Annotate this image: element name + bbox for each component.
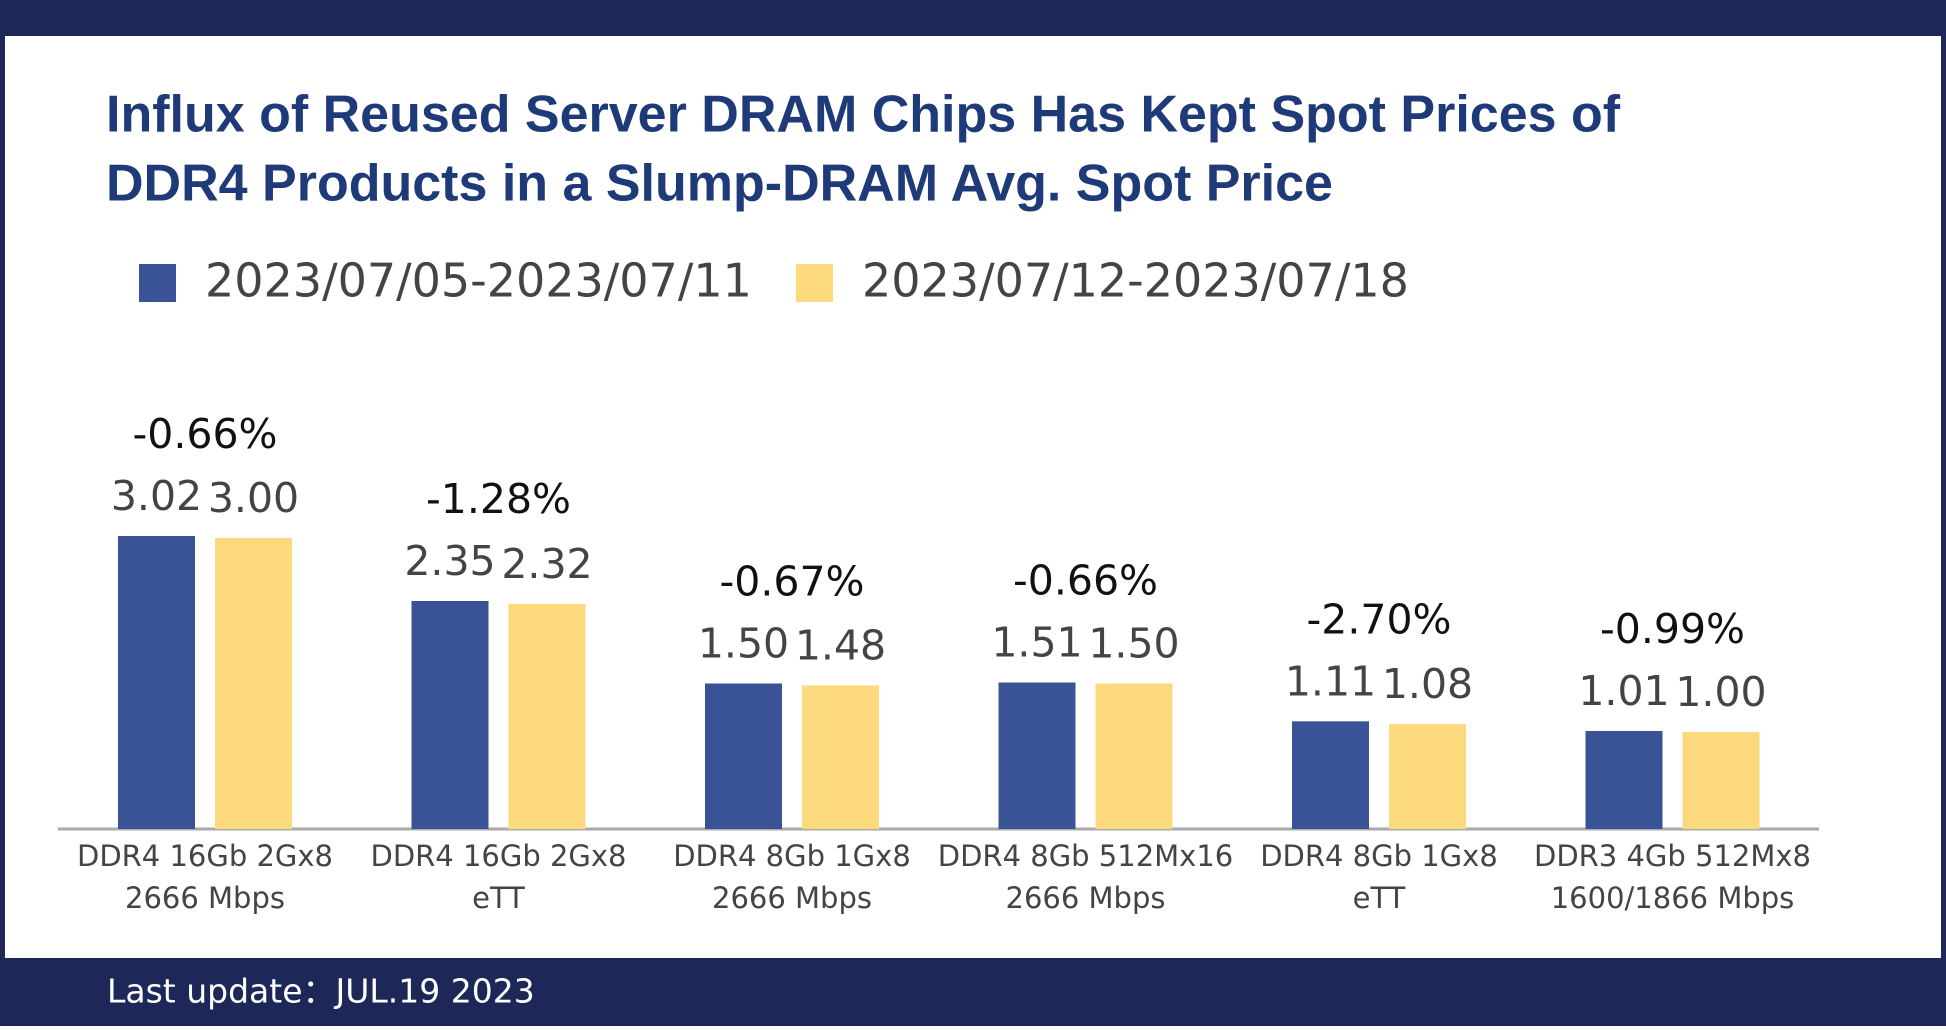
- legend-label: 2023/07/05-2023/07/11: [205, 254, 752, 308]
- chart-title: DDR4 Products in a Slump-DRAM Avg. Spot …: [106, 155, 1333, 213]
- bar: [1682, 731, 1760, 829]
- value-label: 1.51: [991, 619, 1082, 667]
- bar: [1095, 683, 1173, 829]
- change-label: -0.66%: [1013, 557, 1158, 605]
- bar: [802, 685, 879, 829]
- chart-title: Influx of Reused Server DRAM Chips Has K…: [106, 86, 1621, 144]
- bar: [411, 601, 489, 829]
- x-tick-label: DDR4 8Gb 1Gx8: [673, 839, 911, 873]
- legend-swatch: [139, 264, 176, 302]
- change-label: -2.70%: [1306, 595, 1451, 643]
- x-tick-label: DDR4 8Gb 1Gx8: [1260, 839, 1498, 873]
- value-label: 1.01: [1578, 667, 1669, 715]
- value-label: 2.35: [404, 537, 495, 585]
- bar: [705, 683, 782, 829]
- footer-band: [0, 958, 1946, 1026]
- value-label: 1.50: [698, 619, 789, 667]
- bar: [215, 537, 292, 829]
- legend-swatch: [796, 264, 833, 302]
- value-label: 1.48: [795, 621, 886, 669]
- bar: [1585, 731, 1663, 829]
- x-tick-label: 2666 Mbps: [125, 881, 285, 915]
- value-label: 1.00: [1675, 668, 1766, 716]
- bar: [508, 603, 586, 829]
- value-label: 3.02: [111, 472, 202, 520]
- change-label: -0.67%: [719, 557, 864, 605]
- change-label: -0.99%: [1600, 605, 1745, 653]
- top-band: [0, 0, 1946, 36]
- value-label: 2.32: [501, 540, 592, 588]
- x-tick-label: 2666 Mbps: [1006, 881, 1166, 915]
- right-border: [1941, 0, 1946, 1026]
- value-label: 1.08: [1382, 660, 1473, 708]
- bar: [1292, 721, 1369, 829]
- x-tick-label: eTT: [472, 881, 525, 915]
- change-label: -1.28%: [426, 475, 571, 523]
- x-tick-label: 1600/1866 Mbps: [1551, 881, 1795, 915]
- x-tick-label: DDR4 16Gb 2Gx8: [370, 839, 626, 873]
- footer-text: Last update：JUL.19 2023: [107, 972, 535, 1011]
- x-tick-label: DDR4 8Gb 512Mx16: [938, 839, 1233, 873]
- x-tick-label: DDR3 4Gb 512Mx8: [1534, 839, 1811, 873]
- bar: [1389, 724, 1466, 829]
- legend-label: 2023/07/12-2023/07/18: [862, 254, 1409, 308]
- left-border: [0, 0, 5, 1026]
- x-tick-label: DDR4 16Gb 2Gx8: [77, 839, 333, 873]
- x-tick-label: eTT: [1353, 881, 1406, 915]
- change-label: -0.66%: [132, 410, 277, 458]
- bar: [118, 536, 195, 829]
- x-tick-label: 2666 Mbps: [712, 881, 872, 915]
- value-label: 3.00: [208, 474, 299, 522]
- value-label: 1.50: [1088, 619, 1179, 667]
- value-label: 1.11: [1285, 657, 1376, 705]
- bar: [998, 682, 1076, 829]
